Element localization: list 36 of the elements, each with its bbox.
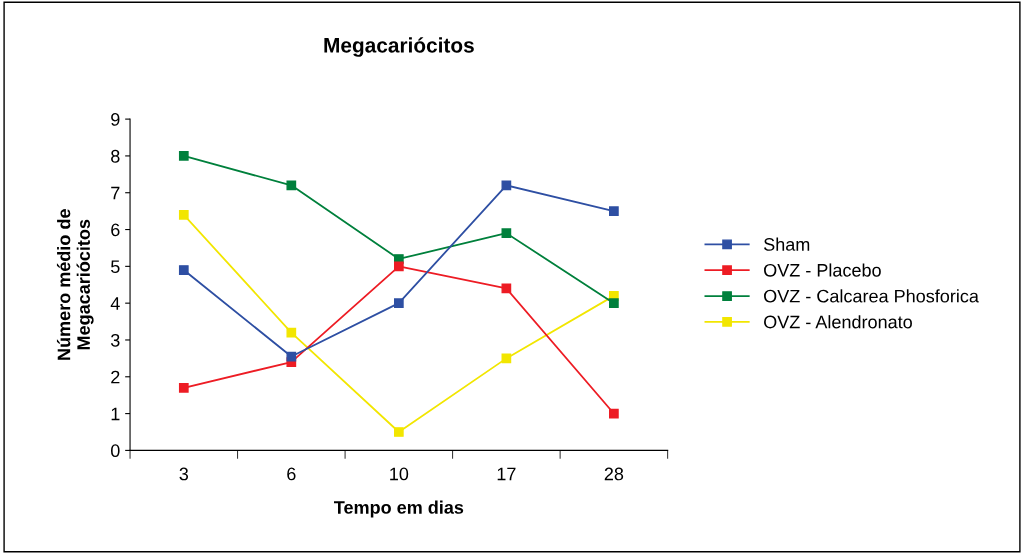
y-tick-label: 9 (111, 113, 120, 126)
y-tick-label: 0 (110, 444, 120, 458)
x-tick-label: 17 (497, 467, 516, 481)
y-tick-label: 4 (110, 297, 120, 310)
legend-label: OVZ - Calcarea Phosforica (764, 289, 979, 303)
point (286, 351, 297, 362)
x-tick-label: 10 (390, 467, 409, 481)
y-tick-label: 7 (111, 186, 120, 200)
point (178, 265, 189, 275)
y-tick-label: 6 (111, 223, 120, 237)
point (393, 298, 404, 309)
y-tick-label: 8 (111, 149, 120, 163)
y-tick-label: 1 (111, 407, 120, 421)
y-tick-label: 3 (110, 333, 120, 347)
point (609, 298, 619, 309)
point (393, 261, 404, 272)
y-tick-label: 5 (111, 260, 120, 274)
point (609, 408, 619, 419)
chart-title: Megacariócitos (324, 37, 474, 57)
point (178, 382, 189, 393)
legend-label: OVZ - Alendronato (764, 315, 912, 329)
y-tick-label: 2 (111, 370, 120, 384)
point (286, 180, 297, 191)
point (501, 228, 512, 239)
x-tick-label: 28 (604, 467, 624, 481)
legend-label: OVZ - Placebo (764, 263, 881, 277)
point (178, 209, 189, 220)
point (286, 327, 297, 338)
x-tick-label: 3 (179, 467, 189, 481)
x-tick-label: 6 (287, 467, 296, 481)
point (178, 151, 189, 161)
point (609, 206, 619, 216)
legend-label: Sham (764, 237, 810, 251)
y-axis-title: Número médio de Megacariócitos (56, 209, 94, 360)
x-axis-title: Tempo em dias (334, 500, 464, 518)
point (393, 427, 404, 437)
